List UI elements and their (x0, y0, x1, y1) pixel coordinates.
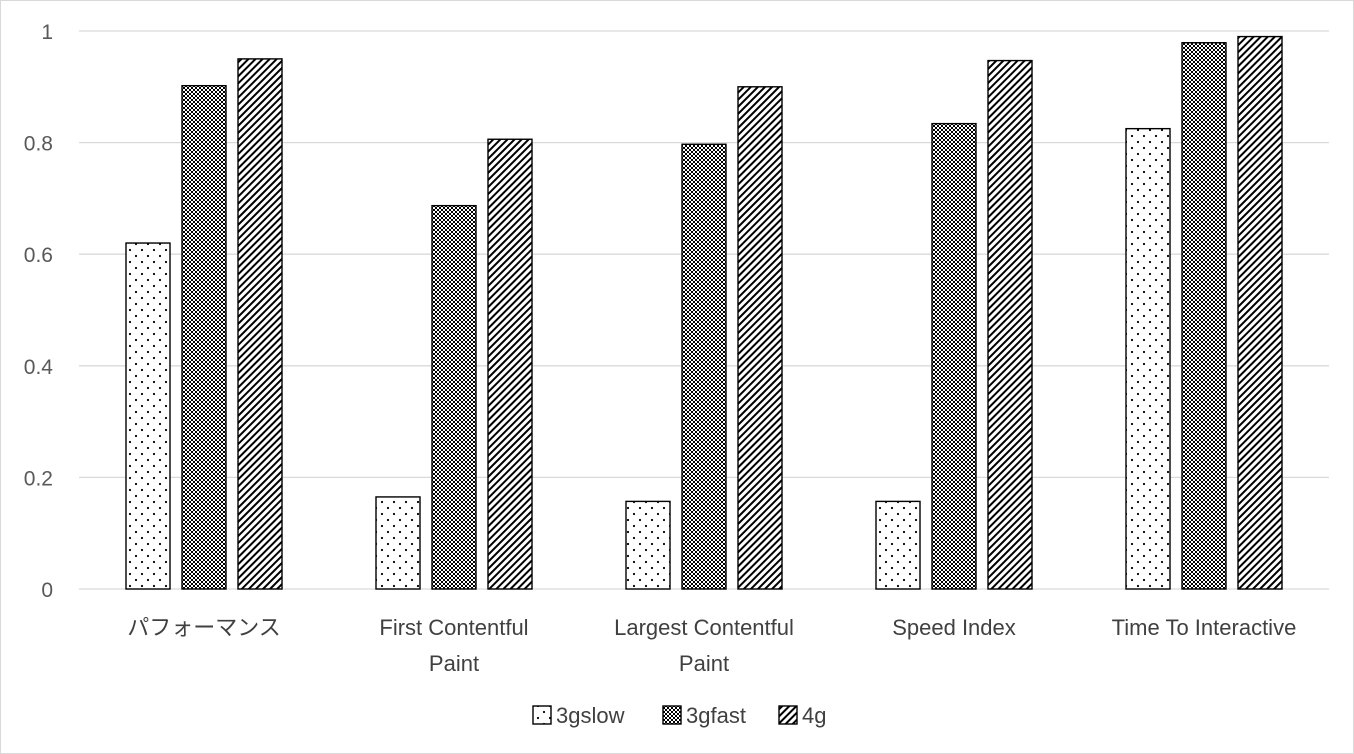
bar-4g (487, 138, 533, 590)
y-tick-label: 0.2 (24, 467, 53, 490)
category-label: Paint (679, 651, 729, 676)
legend-item-3gfast: 3gfast (662, 703, 746, 728)
x-axis-category-labels: パフォーマンス First Contentful Paint Largest Cont… (127, 615, 1296, 676)
category-label: Paint (429, 651, 479, 676)
bar-4g (237, 58, 283, 590)
y-tick-label: 0.4 (24, 356, 54, 379)
y-tick-label: 0 (41, 579, 53, 602)
bar-3gfast (431, 204, 477, 590)
y-tick-label: 1 (41, 21, 53, 44)
category-label: Time To Interactive (1112, 615, 1297, 640)
bar-3gslow (875, 500, 921, 590)
category-label: Largest Contentful (614, 615, 794, 640)
legend-swatch (778, 705, 798, 725)
legend-item-4g: 4g (778, 703, 826, 728)
category-label: パフォーマンス (127, 615, 281, 640)
category-label: First Contentful (379, 615, 528, 640)
bar-3gslow (125, 242, 171, 590)
y-axis-tick-labels: 0 0.2 0.4 0.6 0.8 1 (24, 21, 54, 602)
category-label: Speed Index (892, 615, 1016, 640)
bar-4g (737, 86, 783, 590)
bar-4g (1237, 35, 1283, 590)
bars (125, 35, 1283, 590)
bar-3gfast (1181, 42, 1227, 590)
legend-item-3gslow: 3gslow (532, 703, 625, 728)
y-tick-label: 0.6 (24, 244, 53, 267)
bar-3gfast (681, 143, 727, 590)
bar-4g (987, 59, 1033, 590)
legend-label: 3gslow (556, 703, 625, 728)
bar-3gslow (1125, 127, 1171, 590)
legend: 3gslow 3gfast 4g (532, 703, 826, 728)
legend-swatch (532, 705, 552, 725)
legend-swatch (662, 705, 682, 725)
bar-3gfast (181, 84, 227, 590)
bar-3gslow (625, 500, 671, 590)
y-tick-label: 0.8 (24, 133, 53, 156)
bar-3gslow (375, 496, 421, 590)
bar-3gfast (931, 122, 977, 590)
legend-label: 4g (802, 703, 826, 728)
legend-label: 3gfast (686, 703, 746, 728)
